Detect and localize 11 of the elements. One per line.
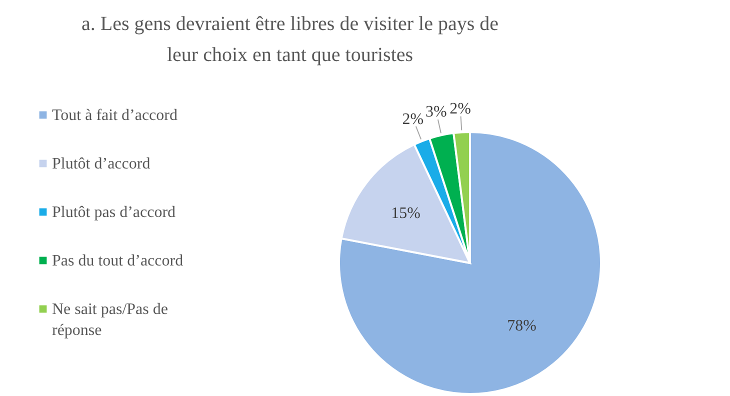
legend-label: Pas du tout d’accord: [52, 252, 184, 270]
data-label: 3%: [426, 104, 447, 121]
data-label: 2%: [450, 100, 471, 118]
chart-title: a. Les gens devraient être libres de visiter le pays de leur choix en tant que touristes: [81, 13, 499, 66]
data-label: 2%: [402, 110, 424, 128]
legend-label: Ne sait pas/Pas de réponse: [52, 301, 168, 339]
data-label: 15%: [391, 205, 420, 222]
legend-label: Plutôt d’accord: [52, 156, 150, 172]
data-label: 78%: [507, 318, 536, 335]
legend-label: Tout à fait d’accord: [52, 107, 178, 124]
legend-label: Plutôt pas d’accord: [52, 204, 176, 221]
